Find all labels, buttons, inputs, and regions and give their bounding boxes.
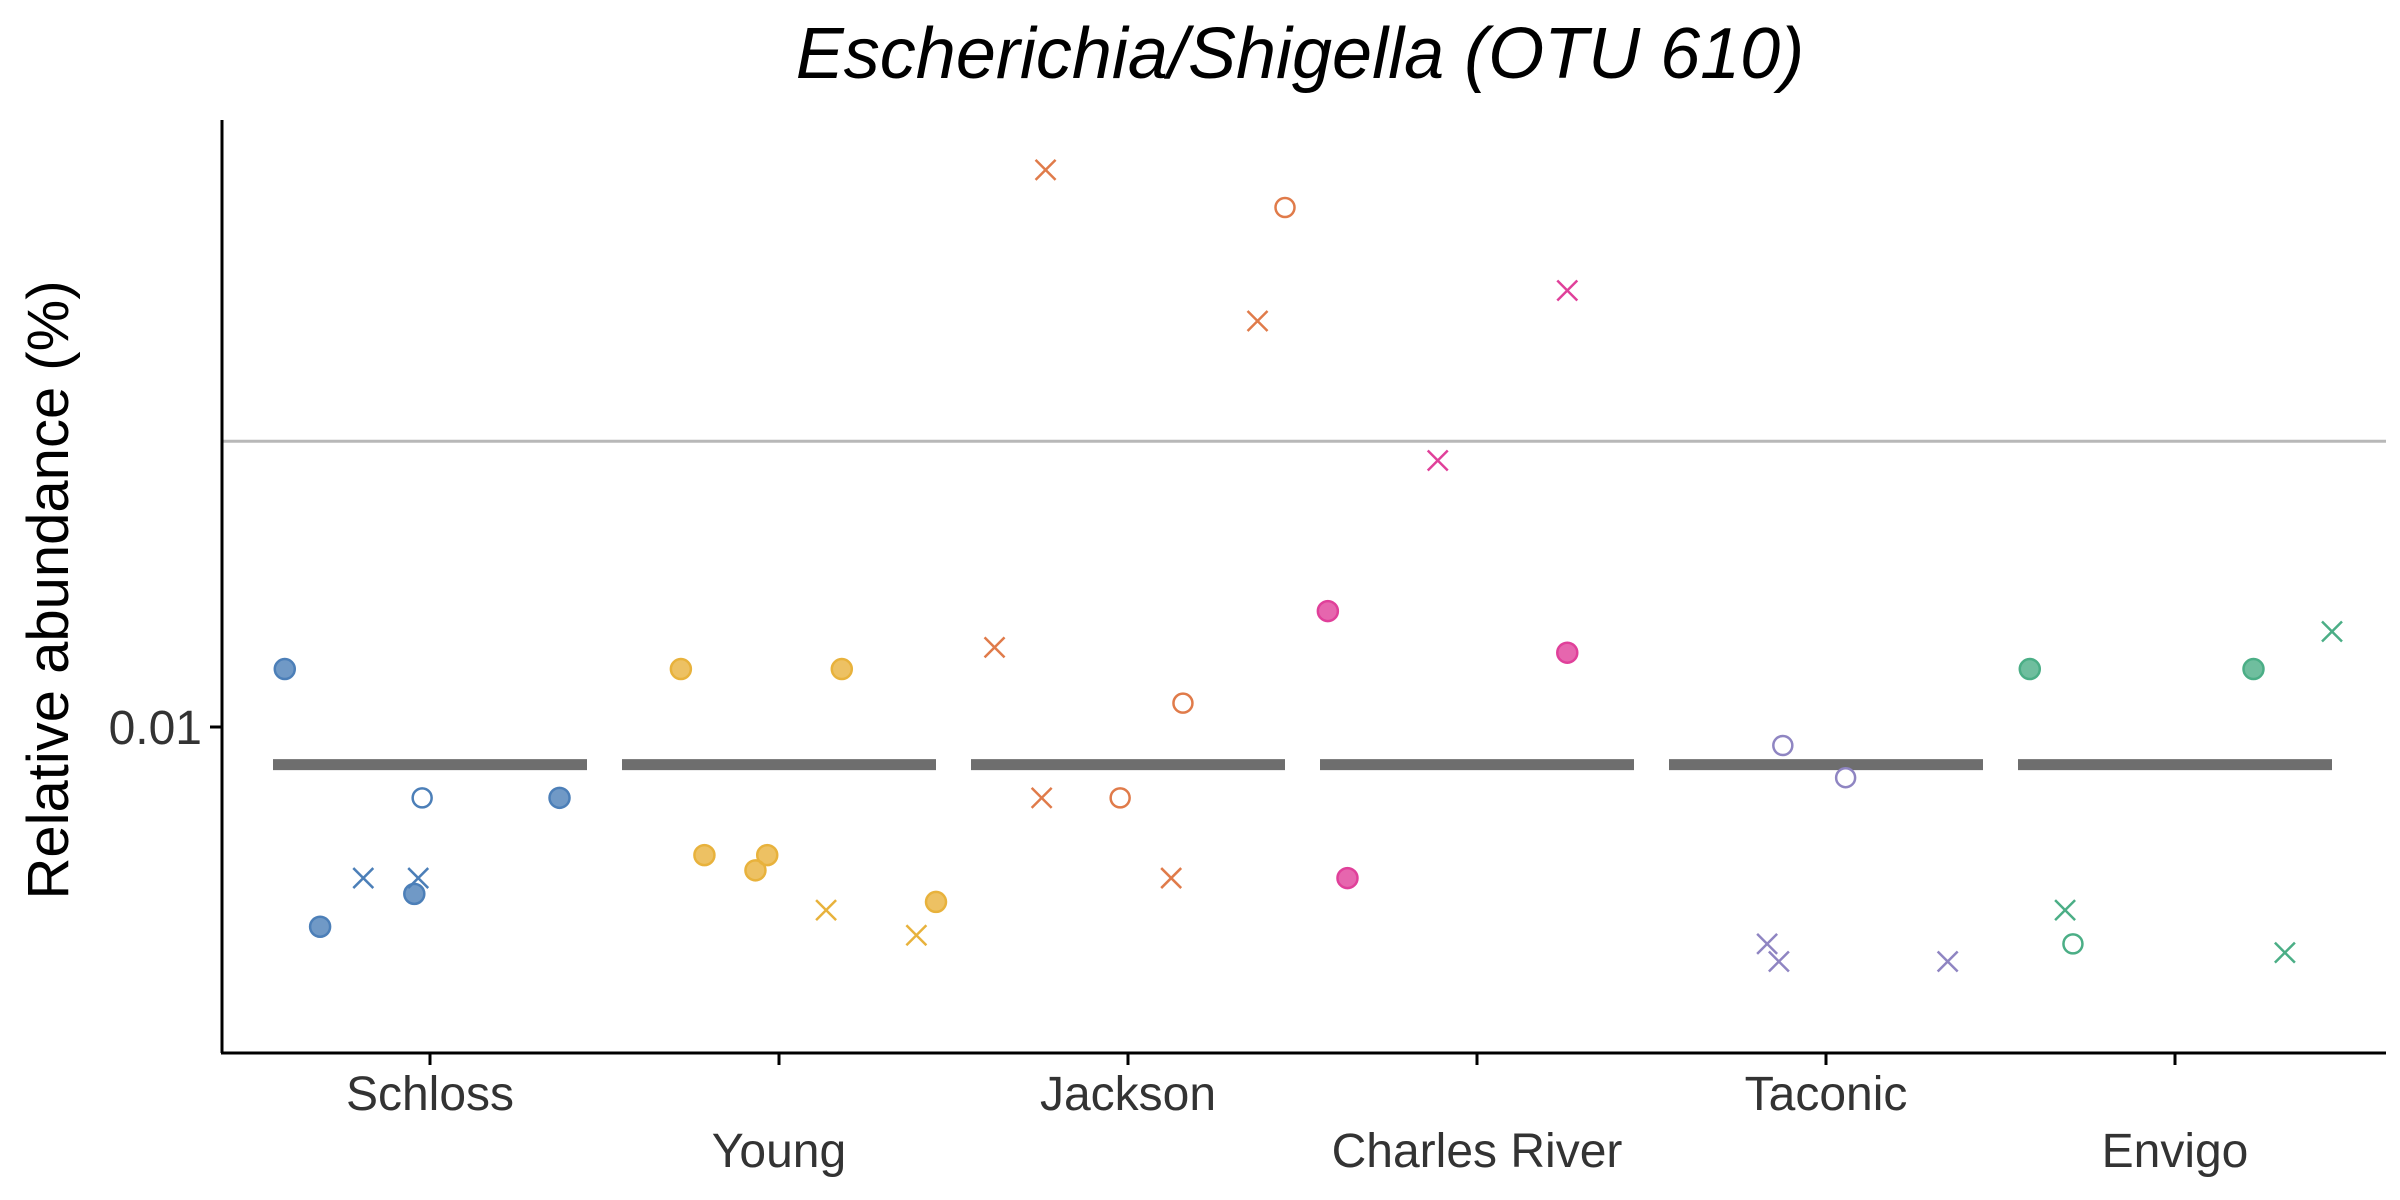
cross-stroke	[1030, 786, 1053, 809]
data-point-filled	[744, 859, 767, 882]
data-point-filled	[2242, 657, 2265, 681]
cross-stroke	[407, 867, 430, 889]
data-point-filled	[1556, 641, 1579, 664]
data-point-cross	[905, 924, 928, 947]
data-point-open	[1274, 196, 1296, 219]
data-point-open	[2062, 933, 2084, 955]
data-point-cross	[2274, 941, 2296, 964]
data-point-filled	[669, 657, 693, 681]
cross-stroke	[1160, 867, 1183, 889]
data-point-filled	[403, 882, 426, 906]
data-point-cross	[1426, 449, 1449, 472]
cross-stroke	[1246, 310, 1269, 332]
cross-stroke	[815, 899, 837, 921]
x-tick-label: Taconic	[1745, 1068, 1908, 1121]
data-point-cross	[2054, 899, 2076, 921]
data-point-cross	[1246, 310, 1269, 332]
data-point-filled	[755, 843, 779, 867]
data-point-open	[1772, 734, 1794, 757]
data-point-cross	[1556, 279, 1579, 302]
data-point-cross	[1030, 786, 1053, 809]
cross-stroke	[1426, 449, 1449, 472]
cross-stroke	[2321, 620, 2343, 643]
axis-ticks-layer: 0.01 Schloss Young Jackson Charles River Taco…	[109, 702, 2249, 1178]
y-axis-title: Relative abundance (%)	[16, 280, 81, 899]
data-point-open	[1834, 766, 1857, 789]
data-point-cross	[2321, 620, 2343, 643]
x-tick-label: Charles River	[1332, 1125, 1623, 1178]
x-tick-label: Schloss	[346, 1068, 514, 1121]
cross-stroke	[905, 924, 928, 947]
cross-stroke	[1768, 950, 1790, 973]
data-point-filled	[693, 843, 716, 867]
data-point-open	[411, 787, 433, 809]
data-point-filled	[924, 890, 948, 914]
data-point-cross	[983, 636, 1006, 659]
data-point-open	[1109, 787, 1131, 809]
data-point-cross	[407, 867, 430, 889]
cross-stroke	[983, 636, 1006, 659]
y-tick-label: 0.01	[109, 702, 202, 755]
data-point-cross	[352, 867, 375, 889]
x-tick-label: Jackson	[1040, 1068, 1216, 1121]
data-point-cross	[1756, 932, 1779, 955]
data-point-open	[1172, 692, 1194, 714]
cross-stroke	[1556, 279, 1579, 302]
data-point-cross	[815, 899, 837, 921]
cross-stroke	[2274, 941, 2296, 964]
data-point-filled	[548, 786, 571, 810]
data-point-cross	[1160, 867, 1183, 889]
data-point-filled	[1336, 866, 1359, 890]
cross-stroke	[2054, 899, 2076, 921]
data-point-cross	[1768, 950, 1790, 973]
chart-title: Escherichia/Shigella (OTU 610)	[796, 14, 1804, 94]
points-layer	[273, 159, 2343, 973]
data-point-filled	[273, 657, 297, 681]
data-point-filled	[1316, 599, 1340, 623]
cross-stroke	[1034, 159, 1057, 181]
cross-stroke	[352, 867, 375, 889]
data-point-filled	[830, 657, 854, 681]
x-tick-label: Young	[712, 1125, 846, 1178]
data-point-cross	[1034, 159, 1057, 181]
data-point-filled	[2018, 657, 2042, 681]
cross-stroke	[1756, 932, 1779, 955]
data-point-cross	[1936, 950, 1959, 973]
data-point-filled	[308, 915, 332, 938]
cross-stroke	[1936, 950, 1959, 973]
x-tick-label: Envigo	[2102, 1125, 2249, 1178]
